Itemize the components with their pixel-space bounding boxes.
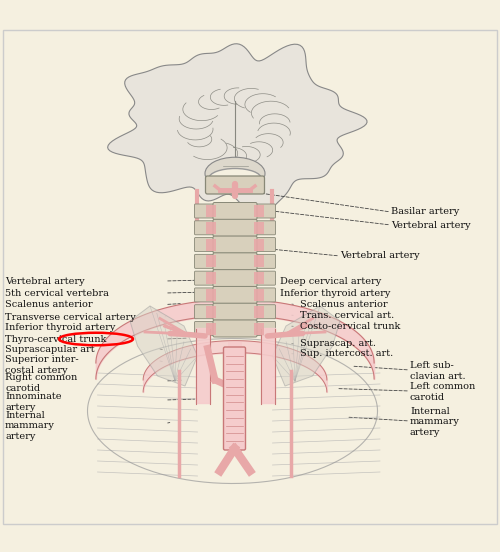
Bar bbox=[206, 272, 216, 284]
FancyBboxPatch shape bbox=[254, 288, 276, 302]
Ellipse shape bbox=[205, 157, 265, 190]
FancyBboxPatch shape bbox=[220, 216, 250, 223]
FancyBboxPatch shape bbox=[194, 271, 216, 285]
FancyBboxPatch shape bbox=[254, 305, 276, 319]
Bar bbox=[254, 289, 264, 301]
FancyBboxPatch shape bbox=[224, 347, 246, 450]
FancyBboxPatch shape bbox=[254, 204, 276, 218]
FancyBboxPatch shape bbox=[220, 266, 250, 273]
Polygon shape bbox=[108, 44, 367, 215]
FancyBboxPatch shape bbox=[254, 221, 276, 235]
Text: Scalenus anterior: Scalenus anterior bbox=[5, 300, 92, 309]
FancyBboxPatch shape bbox=[206, 176, 264, 194]
FancyBboxPatch shape bbox=[220, 300, 250, 307]
Bar bbox=[206, 289, 216, 301]
Text: Vertebral artery: Vertebral artery bbox=[340, 252, 419, 261]
Bar bbox=[254, 272, 264, 284]
FancyBboxPatch shape bbox=[213, 236, 257, 253]
Bar bbox=[206, 205, 216, 217]
Bar bbox=[254, 322, 264, 335]
FancyBboxPatch shape bbox=[254, 254, 276, 268]
FancyBboxPatch shape bbox=[254, 237, 276, 252]
FancyBboxPatch shape bbox=[254, 321, 276, 336]
Bar bbox=[254, 205, 264, 217]
Bar bbox=[254, 306, 264, 318]
FancyBboxPatch shape bbox=[194, 221, 216, 235]
Text: Vertebral artery: Vertebral artery bbox=[5, 277, 84, 285]
Bar bbox=[206, 306, 216, 318]
Text: Internal
mammary
artery: Internal mammary artery bbox=[410, 407, 460, 437]
Text: Left common
carotid: Left common carotid bbox=[410, 383, 475, 402]
FancyBboxPatch shape bbox=[213, 286, 257, 304]
FancyBboxPatch shape bbox=[194, 288, 216, 302]
Text: Left sub-
clavian art.: Left sub- clavian art. bbox=[410, 362, 466, 381]
FancyBboxPatch shape bbox=[220, 283, 250, 290]
Text: Thyro-cervical trunk: Thyro-cervical trunk bbox=[5, 335, 106, 343]
Text: Internal
mammary
artery: Internal mammary artery bbox=[5, 411, 55, 441]
Text: Inferior thyroid artery: Inferior thyroid artery bbox=[280, 289, 390, 299]
Text: Scalenus anterior: Scalenus anterior bbox=[300, 300, 388, 309]
Bar bbox=[254, 256, 264, 267]
FancyBboxPatch shape bbox=[213, 320, 257, 337]
Text: Suprascap. art.: Suprascap. art. bbox=[300, 339, 376, 348]
Text: 5th cervical vertebra: 5th cervical vertebra bbox=[5, 289, 109, 298]
Text: Transverse cervical artery: Transverse cervical artery bbox=[5, 312, 136, 321]
FancyBboxPatch shape bbox=[213, 303, 257, 320]
Bar bbox=[206, 256, 216, 267]
Text: Suprascapular art: Suprascapular art bbox=[5, 346, 94, 354]
FancyBboxPatch shape bbox=[220, 317, 250, 323]
FancyBboxPatch shape bbox=[213, 219, 257, 236]
FancyBboxPatch shape bbox=[213, 269, 257, 286]
Text: Innominate
artery: Innominate artery bbox=[5, 392, 62, 412]
FancyBboxPatch shape bbox=[213, 253, 257, 270]
Ellipse shape bbox=[209, 168, 261, 188]
Bar bbox=[206, 322, 216, 335]
Bar bbox=[254, 222, 264, 234]
FancyBboxPatch shape bbox=[213, 203, 257, 220]
Text: Basilar artery: Basilar artery bbox=[391, 208, 459, 216]
Text: Sup. intercost. art.: Sup. intercost. art. bbox=[300, 349, 393, 358]
Text: Trans. cervical art.: Trans. cervical art. bbox=[300, 311, 394, 320]
Text: Vertebral artery: Vertebral artery bbox=[391, 220, 470, 230]
Polygon shape bbox=[272, 306, 340, 386]
Polygon shape bbox=[130, 306, 198, 386]
FancyBboxPatch shape bbox=[194, 254, 216, 268]
FancyBboxPatch shape bbox=[194, 321, 216, 336]
Bar bbox=[206, 222, 216, 234]
Text: Deep cervical artery: Deep cervical artery bbox=[280, 277, 382, 285]
FancyBboxPatch shape bbox=[220, 250, 250, 257]
Text: Superior inter-
costal artery: Superior inter- costal artery bbox=[5, 355, 78, 375]
FancyBboxPatch shape bbox=[220, 233, 250, 240]
FancyBboxPatch shape bbox=[254, 271, 276, 285]
FancyBboxPatch shape bbox=[194, 204, 216, 218]
Bar bbox=[206, 238, 216, 251]
Text: Right common
carotid: Right common carotid bbox=[5, 373, 77, 392]
FancyBboxPatch shape bbox=[194, 237, 216, 252]
FancyBboxPatch shape bbox=[194, 305, 216, 319]
Text: Costo-cervical trunk: Costo-cervical trunk bbox=[300, 322, 400, 331]
Text: Inferior thyroid artery: Inferior thyroid artery bbox=[5, 323, 116, 332]
Bar bbox=[254, 238, 264, 251]
